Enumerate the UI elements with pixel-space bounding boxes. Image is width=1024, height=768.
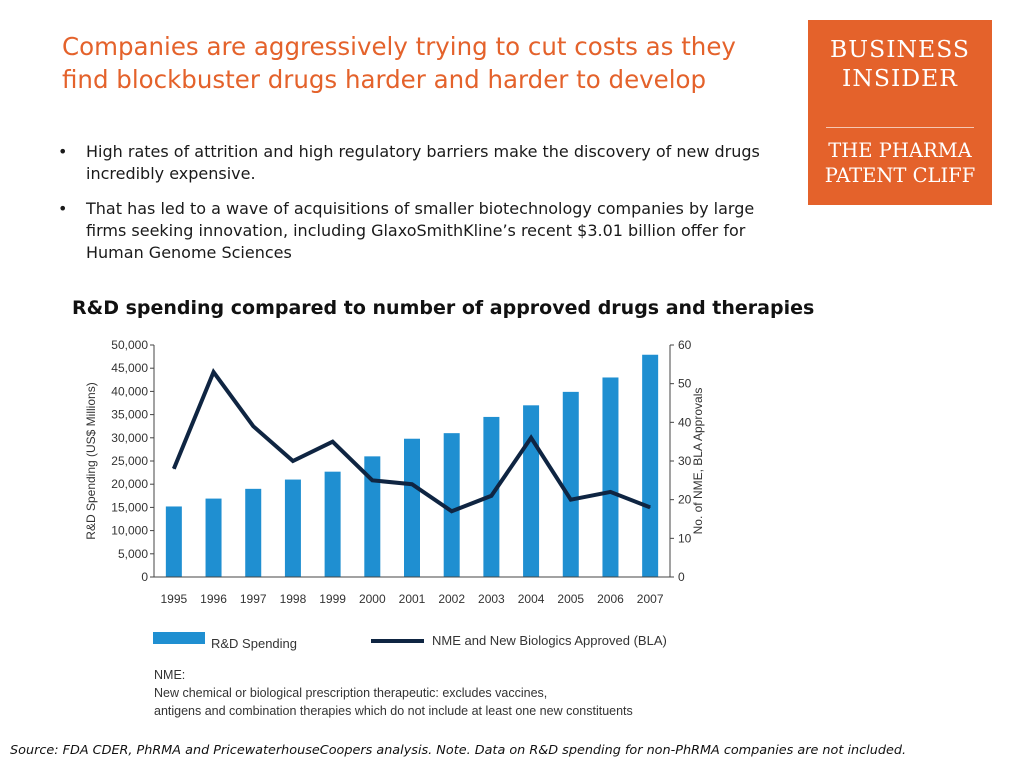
point-nme-2001 (411, 483, 413, 485)
business-insider-logo: BUSINESS INSIDER THE PHARMA PATENT CLIFF (808, 20, 992, 205)
point-nme-2003 (490, 495, 492, 497)
point-nme-2000 (371, 479, 373, 481)
bar-rd-spending-2002 (443, 433, 460, 577)
x-tick-label: 2007 (637, 592, 664, 606)
y-axis-title-right: No. of NME, BLA Approvals (691, 388, 705, 535)
y-tick-label-right: 20 (678, 493, 692, 507)
y-axis-title-left: R&D Spending (US$ Millions) (84, 382, 98, 539)
y-tick-label-left: 45,000 (111, 361, 148, 375)
bullet-text: That has led to a wave of acquisitions o… (86, 199, 755, 262)
bullet-list: • High rates of attrition and high regul… (58, 141, 788, 277)
x-tick-label: 2004 (518, 592, 545, 606)
source-note: Source: FDA CDER, PhRMA and Pricewaterho… (10, 743, 907, 758)
x-tick-label: 2001 (399, 592, 426, 606)
y-tick-label-left: 50,000 (111, 338, 148, 352)
bullet-text: High rates of attrition and high regulat… (86, 142, 760, 183)
y-tick-label-left: 20,000 (111, 477, 148, 491)
point-nme-1996 (213, 371, 215, 373)
bar-rd-spending-2001 (404, 438, 420, 577)
y-tick-label-left: 30,000 (111, 431, 148, 445)
y-tick-label-left: 15,000 (111, 500, 148, 514)
x-tick-label: 2002 (438, 592, 465, 606)
point-nme-2006 (609, 491, 611, 493)
y-tick-label-left: 10,000 (111, 524, 148, 538)
y-tick-label-right: 50 (678, 377, 692, 391)
y-tick-label-right: 0 (678, 570, 685, 584)
y-tick-label-left: 5,000 (118, 547, 148, 561)
nme-note-line-1: New chemical or biological prescription … (154, 686, 548, 700)
point-nme-2007 (649, 506, 651, 508)
x-tick-label: 2005 (557, 592, 584, 606)
y-tick-label-right: 30 (678, 454, 692, 468)
logo-line-1: BUSINESS (830, 35, 970, 63)
point-nme-1995 (173, 468, 175, 470)
headline: Companies are aggressively trying to cut… (62, 32, 736, 94)
y-tick-label-right: 60 (678, 338, 692, 352)
y-tick-label-left: 40,000 (111, 384, 148, 398)
bar-rd-spending-1996 (205, 498, 222, 577)
x-tick-label: 2006 (597, 592, 624, 606)
x-tick-label: 1996 (200, 592, 227, 606)
x-tick-label: 1998 (280, 592, 307, 606)
legend-label-nme: NME and New Biologics Approved (BLA) (432, 633, 667, 648)
x-tick-label: 2003 (478, 592, 505, 606)
bar-rd-spending-2007 (642, 354, 659, 577)
bar-rd-spending-2005 (562, 391, 579, 577)
point-nme-2005 (570, 499, 572, 501)
y-tick-label-right: 40 (678, 415, 692, 429)
bullet-item: • That has led to a wave of acquisitions… (58, 198, 788, 264)
point-nme-2004 (530, 437, 532, 439)
y-tick-label-left: 35,000 (111, 408, 148, 422)
nme-note: NME: New chemical or biological prescrip… (154, 666, 774, 720)
x-tick-label: 1997 (240, 592, 267, 606)
x-tick-label: 1995 (160, 592, 187, 606)
y-tick-label-left: 25,000 (111, 454, 148, 468)
logo-divider (826, 127, 974, 128)
y-tick-label-left: 0 (141, 570, 148, 584)
bar-rd-spending-2006 (602, 377, 619, 577)
bullet-item: • High rates of attrition and high regul… (58, 141, 788, 185)
chart-title: R&D spending compared to number of appro… (72, 297, 815, 319)
logo-line-2: INSIDER (842, 64, 958, 92)
bullet-glyph: • (58, 199, 68, 218)
point-nme-2002 (451, 510, 453, 512)
bar-rd-spending-2004 (523, 405, 540, 577)
bar-rd-spending-1998 (284, 479, 301, 577)
y-tick-label-right: 10 (678, 531, 692, 545)
point-nme-1999 (332, 441, 334, 443)
logo-subtitle: THE PHARMA PATENT CLIFF (824, 139, 976, 187)
legend-label-rd-spending: R&D Spending (211, 636, 297, 651)
bar-rd-spending-1999 (324, 471, 341, 577)
nme-note-line-2: antigens and combination therapies which… (154, 704, 633, 718)
bar-rd-spending-1995 (165, 506, 182, 577)
nme-note-label: NME: (154, 668, 186, 682)
bar-rd-spending-2000 (364, 456, 381, 577)
point-nme-1998 (292, 460, 294, 462)
x-tick-label: 1999 (319, 592, 346, 606)
bullet-glyph: • (58, 142, 68, 161)
point-nme-1997 (252, 425, 254, 427)
bar-rd-spending-1997 (245, 488, 262, 577)
legend-swatch-rd-spending (153, 632, 205, 644)
x-tick-label: 2000 (359, 592, 386, 606)
